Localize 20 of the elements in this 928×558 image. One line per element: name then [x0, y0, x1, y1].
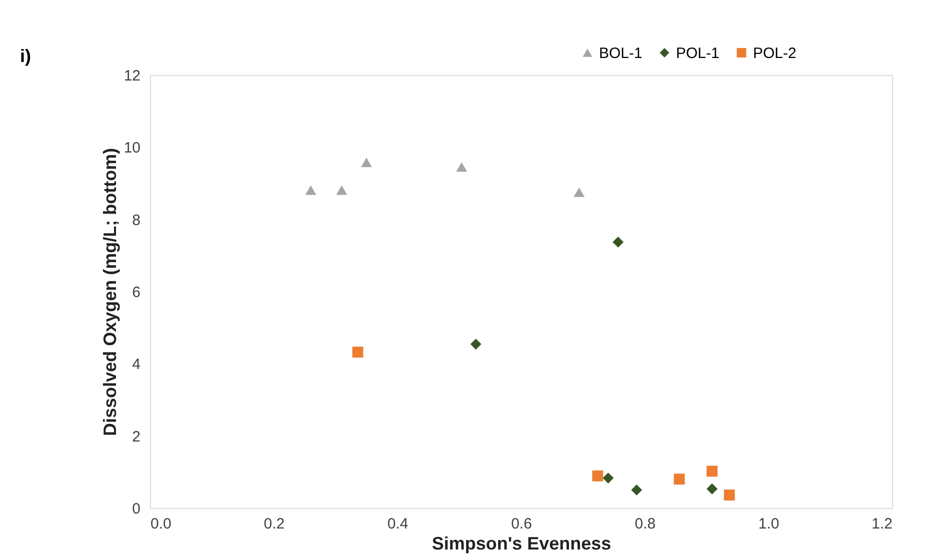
y-tick-label: 4	[132, 356, 140, 374]
x-tick-label: 0.0	[150, 516, 172, 532]
x-tick-label: 1.0	[758, 516, 780, 532]
y-tick-label: 8	[132, 212, 140, 229]
y-axis-title: Dissolved Oxygen (mg/L; bottom)	[100, 148, 120, 436]
y-tick-label: 2	[132, 428, 140, 446]
x-tick-label: 0.4	[387, 516, 408, 532]
x-tick-label: 0.6	[511, 516, 532, 532]
x-tick-label: 0.2	[264, 516, 285, 532]
text: i)	[20, 46, 31, 66]
y-tick-label: 6	[132, 284, 140, 301]
x-tick-label: 1.2	[872, 516, 892, 532]
y-tick-label: 12	[124, 68, 140, 84]
x-tick-label: 0.8	[634, 516, 656, 532]
legend-label: POL-2	[753, 44, 796, 62]
y-tick-label: 10	[124, 140, 140, 157]
legend-label: POL-1	[676, 44, 720, 62]
y-tick-label: 0	[132, 500, 140, 518]
legend-label: BOL-1	[599, 44, 642, 62]
x-axis-title: Simpson's Evenness	[432, 534, 612, 554]
